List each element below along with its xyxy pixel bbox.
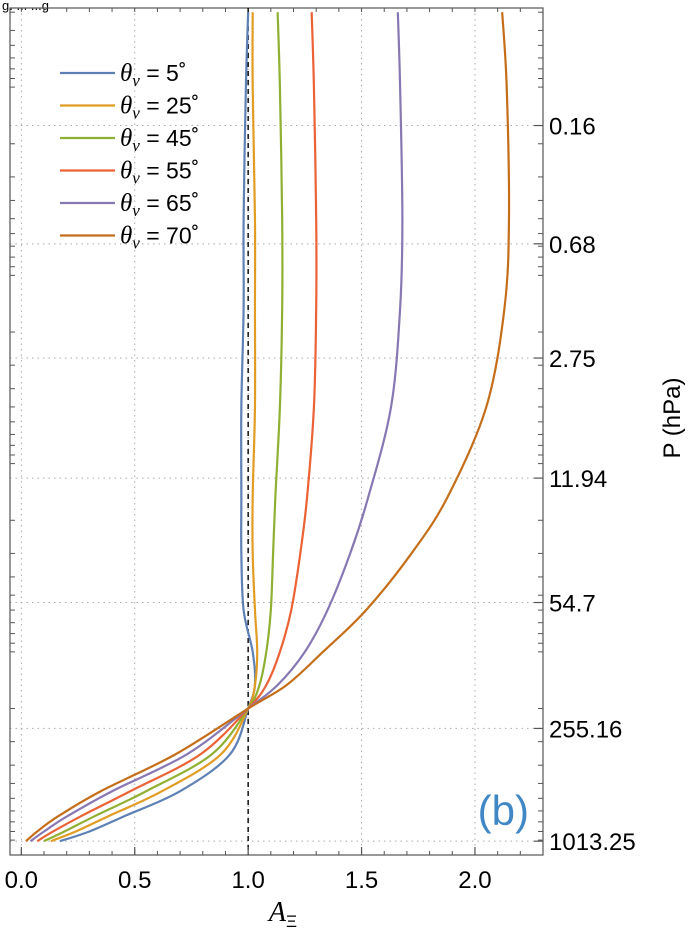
legend-value: = 5˚ (140, 60, 187, 86)
series-line-4 (29, 12, 404, 843)
legend-subscript: v (132, 104, 140, 123)
gridlines (10, 8, 543, 855)
x-tick-label: 0.0 (5, 867, 38, 894)
x-axis-title: AΞ (267, 897, 297, 931)
x-axis-ticks: 0.0 0.5 1.0 1.5 2.0 (5, 847, 492, 894)
y-tick-label: 1013.25 (549, 829, 636, 856)
legend-subscript: v (132, 136, 140, 155)
legend-label-2: θv = 45˚ (120, 125, 199, 155)
cropped-header-text: g. ... ...g (2, 0, 49, 13)
legend-subscript: v (132, 169, 140, 188)
series-line-3 (36, 12, 318, 843)
y-axis-title: P (hPa) (659, 378, 686, 459)
x-tick-label: 1.5 (345, 867, 378, 894)
legend-theta-symbol: θ (120, 125, 132, 152)
legend-value: = 70˚ (140, 223, 199, 249)
y-tick-label: 0.16 (549, 114, 596, 141)
plot-border (9, 7, 544, 856)
legend-theta-symbol: θ (120, 60, 132, 87)
x-tick-label: 1.0 (231, 867, 264, 894)
legend-label-4: θv = 65˚ (120, 190, 199, 220)
legend-label-5: θv = 70˚ (120, 223, 199, 253)
x-axis-title-main: A (267, 897, 287, 928)
series-line-0 (59, 12, 257, 843)
y-tick-label: 11.94 (549, 466, 607, 493)
plot-frame (9, 7, 544, 856)
series-line-5 (25, 12, 511, 843)
legend-value: = 65˚ (140, 190, 199, 216)
y-tick-label: 2.75 (549, 346, 596, 373)
legend-label-0: θv = 5˚ (120, 60, 187, 90)
x-tick-label: 0.5 (118, 867, 151, 894)
legend-subscript: v (132, 71, 140, 90)
panel-label: (b) (478, 787, 529, 834)
legend-label-1: θv = 25˚ (120, 93, 199, 123)
x-tick-label: 2.0 (458, 867, 491, 894)
series-line-2 (43, 12, 284, 843)
y-tick-label: 255.16 (549, 716, 622, 743)
legend-value: = 45˚ (140, 125, 199, 151)
legend-theta-symbol: θ (120, 190, 132, 217)
legend-theta-symbol: θ (120, 158, 132, 185)
legend-subscript: v (132, 234, 140, 253)
series-group (25, 12, 511, 843)
legend-value: = 55˚ (140, 158, 199, 184)
y-tick-label: 54.7 (549, 591, 596, 618)
x-axis-title-subscript: Ξ (286, 912, 297, 931)
legend-subscript: v (132, 201, 140, 220)
y-axis-ticks: 0.16 0.68 2.75 11.94 54.7 255.16 1013.25 (534, 114, 636, 856)
legend-label-3: θv = 55˚ (120, 158, 199, 188)
legend-value: = 25˚ (140, 93, 199, 119)
y-tick-label: 0.68 (549, 232, 596, 259)
legend: θv = 5˚θv = 25˚θv = 45˚θv = 55˚θv = 65˚θ… (60, 60, 199, 253)
legend-theta-symbol: θ (120, 223, 132, 250)
legend-theta-symbol: θ (120, 93, 132, 120)
series-line-1 (50, 12, 259, 843)
